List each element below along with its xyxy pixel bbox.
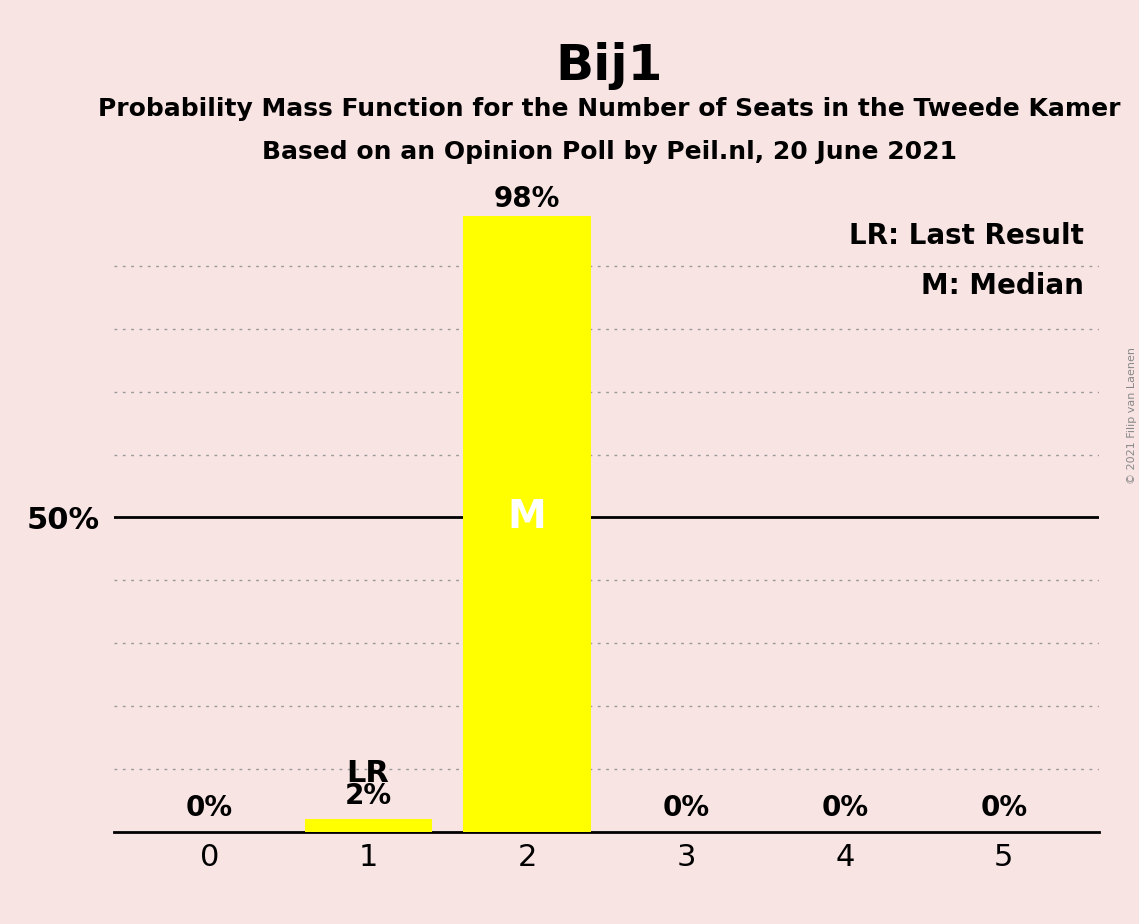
Text: Probability Mass Function for the Number of Seats in the Tweede Kamer: Probability Mass Function for the Number… [98, 97, 1121, 121]
Text: M: Median: M: Median [921, 273, 1084, 300]
Text: 0%: 0% [663, 794, 710, 822]
Text: LR: Last Result: LR: Last Result [850, 222, 1084, 250]
Text: Bij1: Bij1 [556, 42, 663, 90]
Text: M: M [508, 498, 547, 537]
Bar [304, 819, 432, 832]
Text: 0%: 0% [981, 794, 1027, 822]
Bar [464, 216, 591, 832]
Text: © 2021 Filip van Laenen: © 2021 Filip van Laenen [1126, 347, 1137, 484]
Text: 2%: 2% [345, 782, 392, 809]
Text: 0%: 0% [821, 794, 868, 822]
Text: 98%: 98% [494, 185, 560, 213]
Text: 0%: 0% [186, 794, 232, 822]
Text: LR: LR [346, 759, 390, 787]
Text: Based on an Opinion Poll by Peil.nl, 20 June 2021: Based on an Opinion Poll by Peil.nl, 20 … [262, 140, 957, 164]
